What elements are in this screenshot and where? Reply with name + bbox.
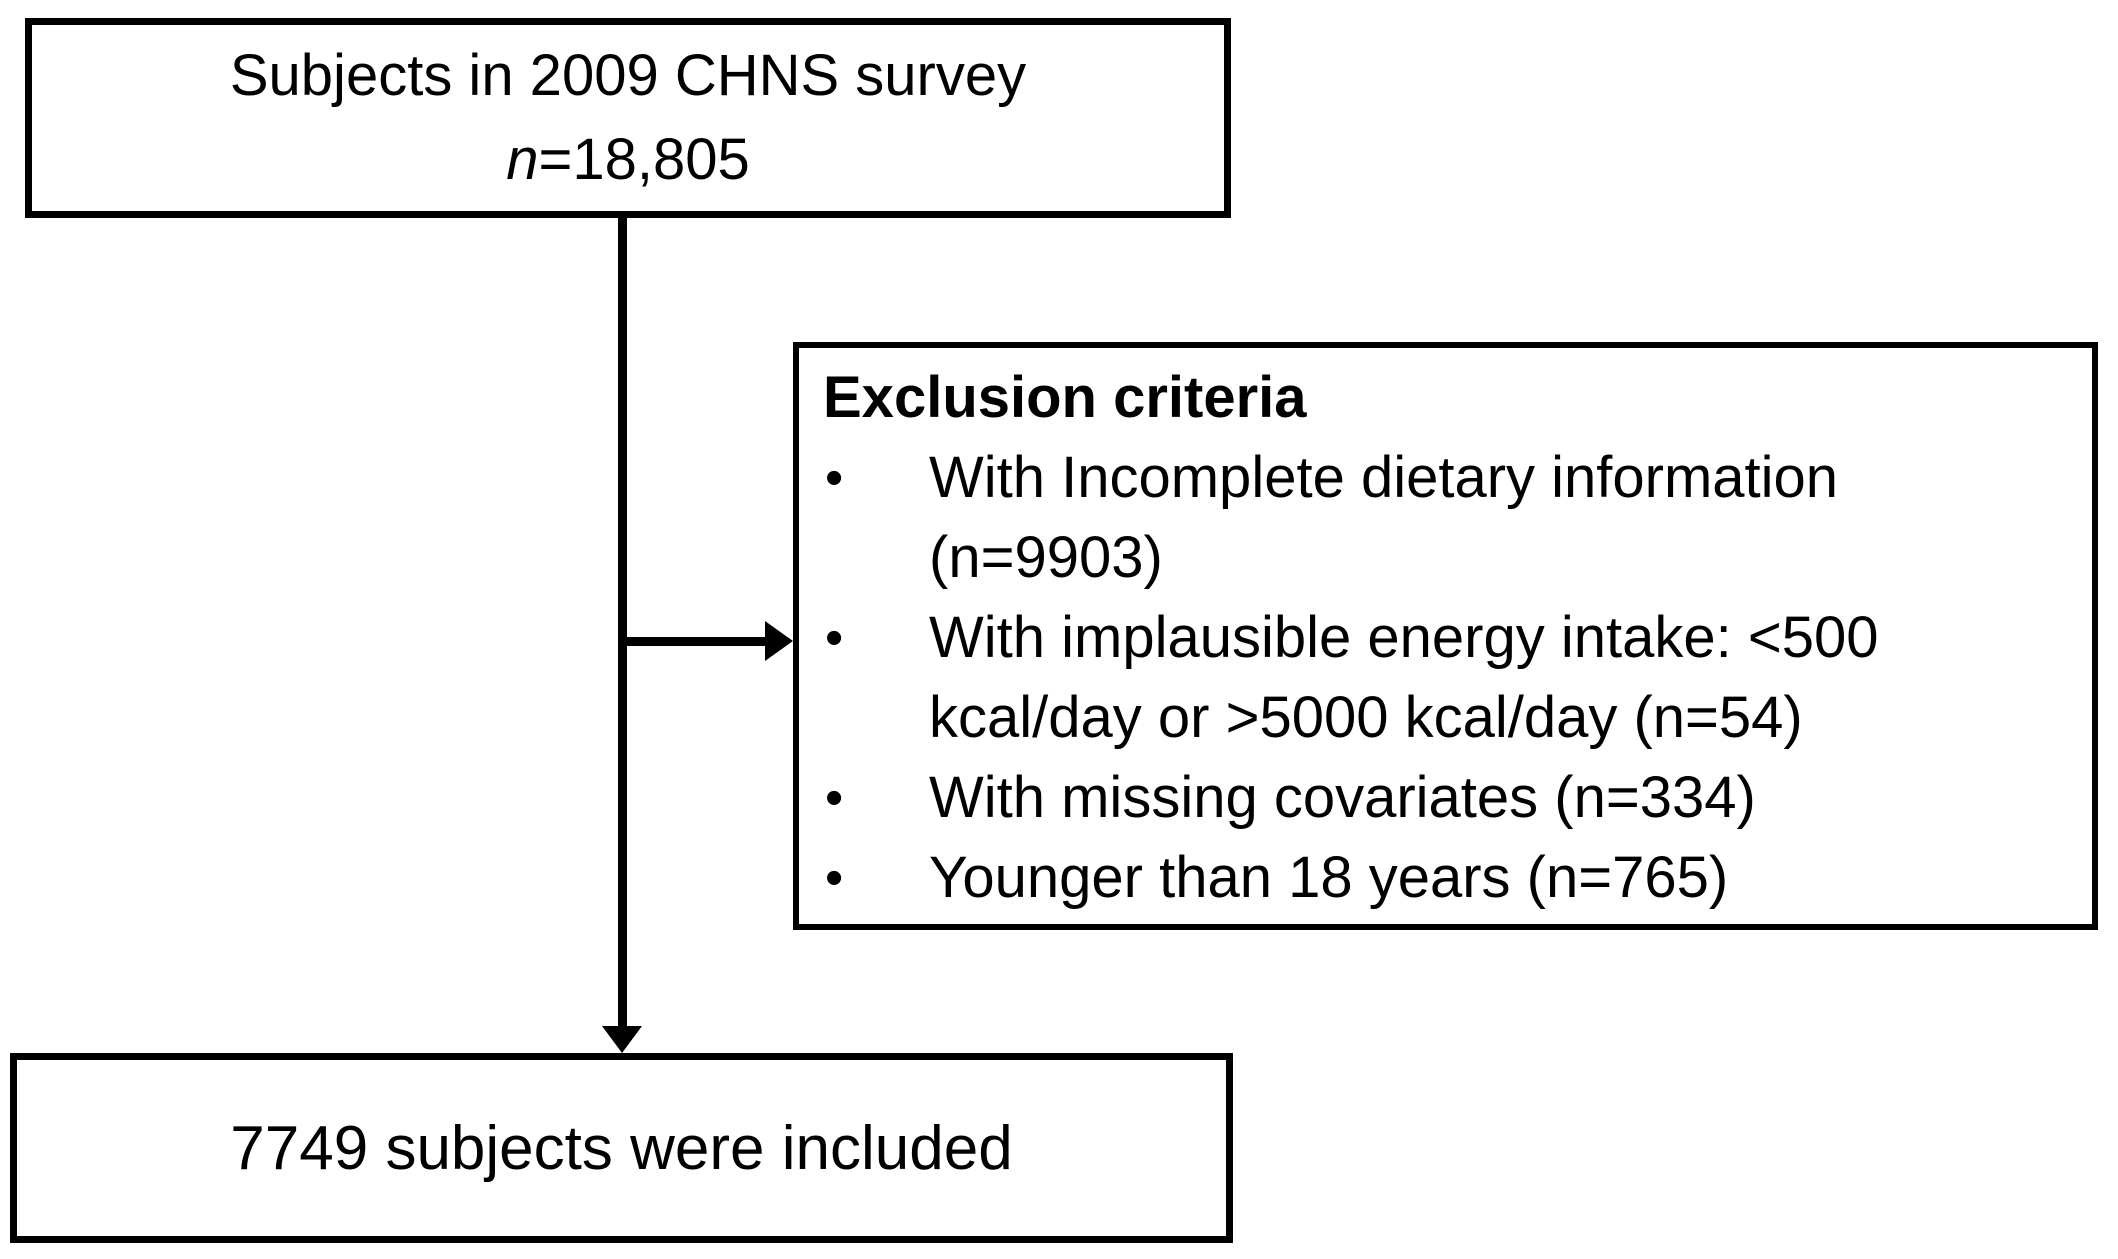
list-item-text: Younger than 18 years (n=765): [929, 845, 1729, 910]
bullet-icon: •: [825, 609, 844, 667]
arrow-down-icon: [602, 1026, 642, 1053]
list-item-implausible-energy: • With implausible energy intake: <500 k…: [823, 598, 2076, 758]
top-box-sample-size: n=18,805: [506, 118, 750, 202]
bullet-icon: •: [825, 849, 844, 907]
n-value: =18,805: [538, 127, 750, 192]
top-box-subjects-survey: Subjects in 2009 CHNS survey n=18,805: [25, 18, 1231, 218]
exclusion-criteria-title: Exclusion criteria: [823, 365, 1307, 430]
arrow-right-icon: [765, 621, 793, 661]
list-item-text: With missing covariates (n=334): [929, 765, 1756, 830]
bullet-icon: •: [825, 769, 844, 827]
exclusion-criteria-list: • With Incomplete dietary information (n…: [823, 438, 2076, 918]
list-item-text: With implausible energy intake: <500 kca…: [929, 605, 1879, 750]
bottom-box-text: 7749 subjects were included: [230, 1113, 1013, 1183]
bullet-icon: •: [825, 449, 844, 507]
bottom-box-included-subjects: 7749 subjects were included: [10, 1053, 1233, 1243]
exclusion-criteria-box: Exclusion criteria • With Incomplete die…: [793, 342, 2098, 930]
connector-vertical-line: [618, 215, 627, 1028]
list-item-younger-18: • Younger than 18 years (n=765): [823, 838, 2076, 918]
connector-horizontal-line: [622, 637, 766, 646]
n-italic: n: [506, 127, 539, 192]
list-item-missing-covariates: • With missing covariates (n=334): [823, 758, 2076, 838]
list-item-text: With Incomplete dietary information (n=9…: [929, 445, 1839, 590]
top-box-line1: Subjects in 2009 CHNS survey: [229, 43, 1027, 108]
list-item-incomplete-dietary: • With Incomplete dietary information (n…: [823, 438, 2076, 598]
